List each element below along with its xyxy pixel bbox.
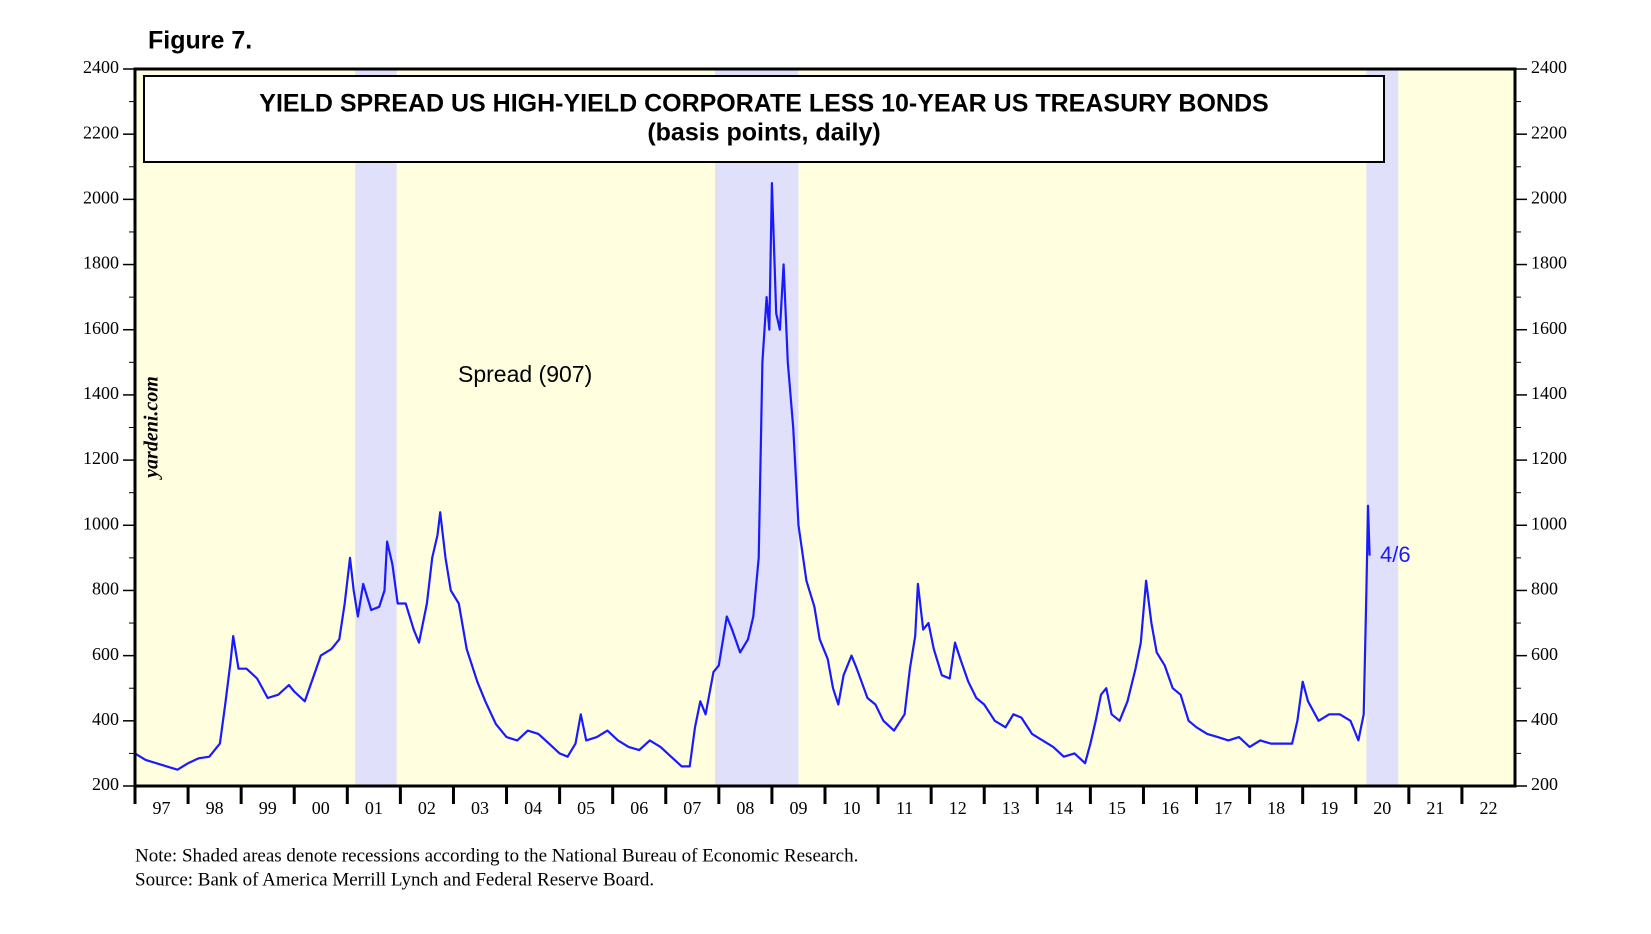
y-tick-label: 600 [92, 644, 119, 664]
x-tick-label: 14 [1055, 798, 1073, 818]
y2-tick-label: 1800 [1531, 253, 1567, 273]
recession-band [1366, 69, 1399, 786]
x-tick-label: 21 [1426, 798, 1444, 818]
y-tick-label: 1400 [83, 383, 119, 403]
y2-tick-label: 1400 [1531, 383, 1567, 403]
x-tick-label: 00 [312, 798, 330, 818]
x-tick-label: 10 [843, 798, 861, 818]
x-tick-label: 19 [1320, 798, 1338, 818]
plot-background [135, 69, 1515, 786]
x-tick-label: 18 [1267, 798, 1285, 818]
chart-title: YIELD SPREAD US HIGH-YIELD CORPORATE LES… [259, 90, 1268, 118]
y2-tick-label: 2000 [1531, 187, 1567, 207]
spread-line [134, 182, 1371, 771]
y-tick-label: 800 [92, 579, 119, 599]
x-tick-label: 01 [365, 798, 383, 818]
y-tick-label: 2400 [83, 57, 119, 77]
x-tick-label: 09 [789, 798, 807, 818]
y-tick-label: 2000 [83, 187, 119, 207]
y2-tick-label: 2400 [1531, 57, 1567, 77]
x-tick-label: 05 [577, 798, 595, 818]
y-tick-label: 2200 [83, 122, 119, 142]
y-tick-label: 1800 [83, 253, 119, 273]
x-tick-label: 08 [736, 798, 754, 818]
y2-tick-label: 200 [1531, 774, 1558, 794]
x-tick-label: 04 [524, 798, 542, 818]
y-tick-label: 200 [92, 774, 119, 794]
x-tick-label: 99 [259, 798, 277, 818]
x-tick-label: 07 [683, 798, 701, 818]
y2-tick-label: 600 [1531, 644, 1558, 664]
date-annotation: 4/6 [1380, 542, 1411, 567]
chart-subtitle: (basis points, daily) [647, 119, 880, 147]
recession-band [715, 69, 799, 786]
note: Source: Bank of America Merrill Lynch an… [135, 869, 654, 890]
y-tick-label: 1200 [83, 448, 119, 468]
y-tick-label: 1000 [83, 513, 119, 533]
x-tick-label: 97 [153, 798, 171, 818]
y2-tick-label: 800 [1531, 579, 1558, 599]
x-tick-label: 03 [471, 798, 489, 818]
x-tick-label: 15 [1108, 798, 1126, 818]
y2-tick-label: 1200 [1531, 448, 1567, 468]
x-tick-label: 16 [1161, 798, 1179, 818]
x-tick-label: 13 [1002, 798, 1020, 818]
title-box [143, 75, 1385, 163]
watermark: yardeni.com [141, 376, 163, 480]
x-tick-label: 06 [630, 798, 648, 818]
series-annotation: Spread (907) [458, 361, 592, 387]
figure-label: Figure 7. [148, 27, 252, 55]
x-tick-label: 98 [206, 798, 224, 818]
recession-band [355, 69, 397, 786]
x-tick-label: 22 [1479, 798, 1497, 818]
y2-tick-label: 1600 [1531, 318, 1567, 338]
x-tick-label: 20 [1373, 798, 1391, 818]
x-tick-label: 11 [896, 798, 913, 818]
x-tick-label: 02 [418, 798, 436, 818]
y2-tick-label: 1000 [1531, 513, 1567, 533]
y2-tick-label: 2200 [1531, 122, 1567, 142]
x-tick-label: 12 [949, 798, 967, 818]
x-tick-label: 17 [1214, 798, 1232, 818]
y-tick-label: 1600 [83, 318, 119, 338]
plot-frame [133, 67, 1517, 788]
note: Note: Shaded areas denote recessions acc… [135, 845, 858, 866]
y-tick-label: 400 [92, 709, 119, 729]
y2-tick-label: 400 [1531, 709, 1558, 729]
